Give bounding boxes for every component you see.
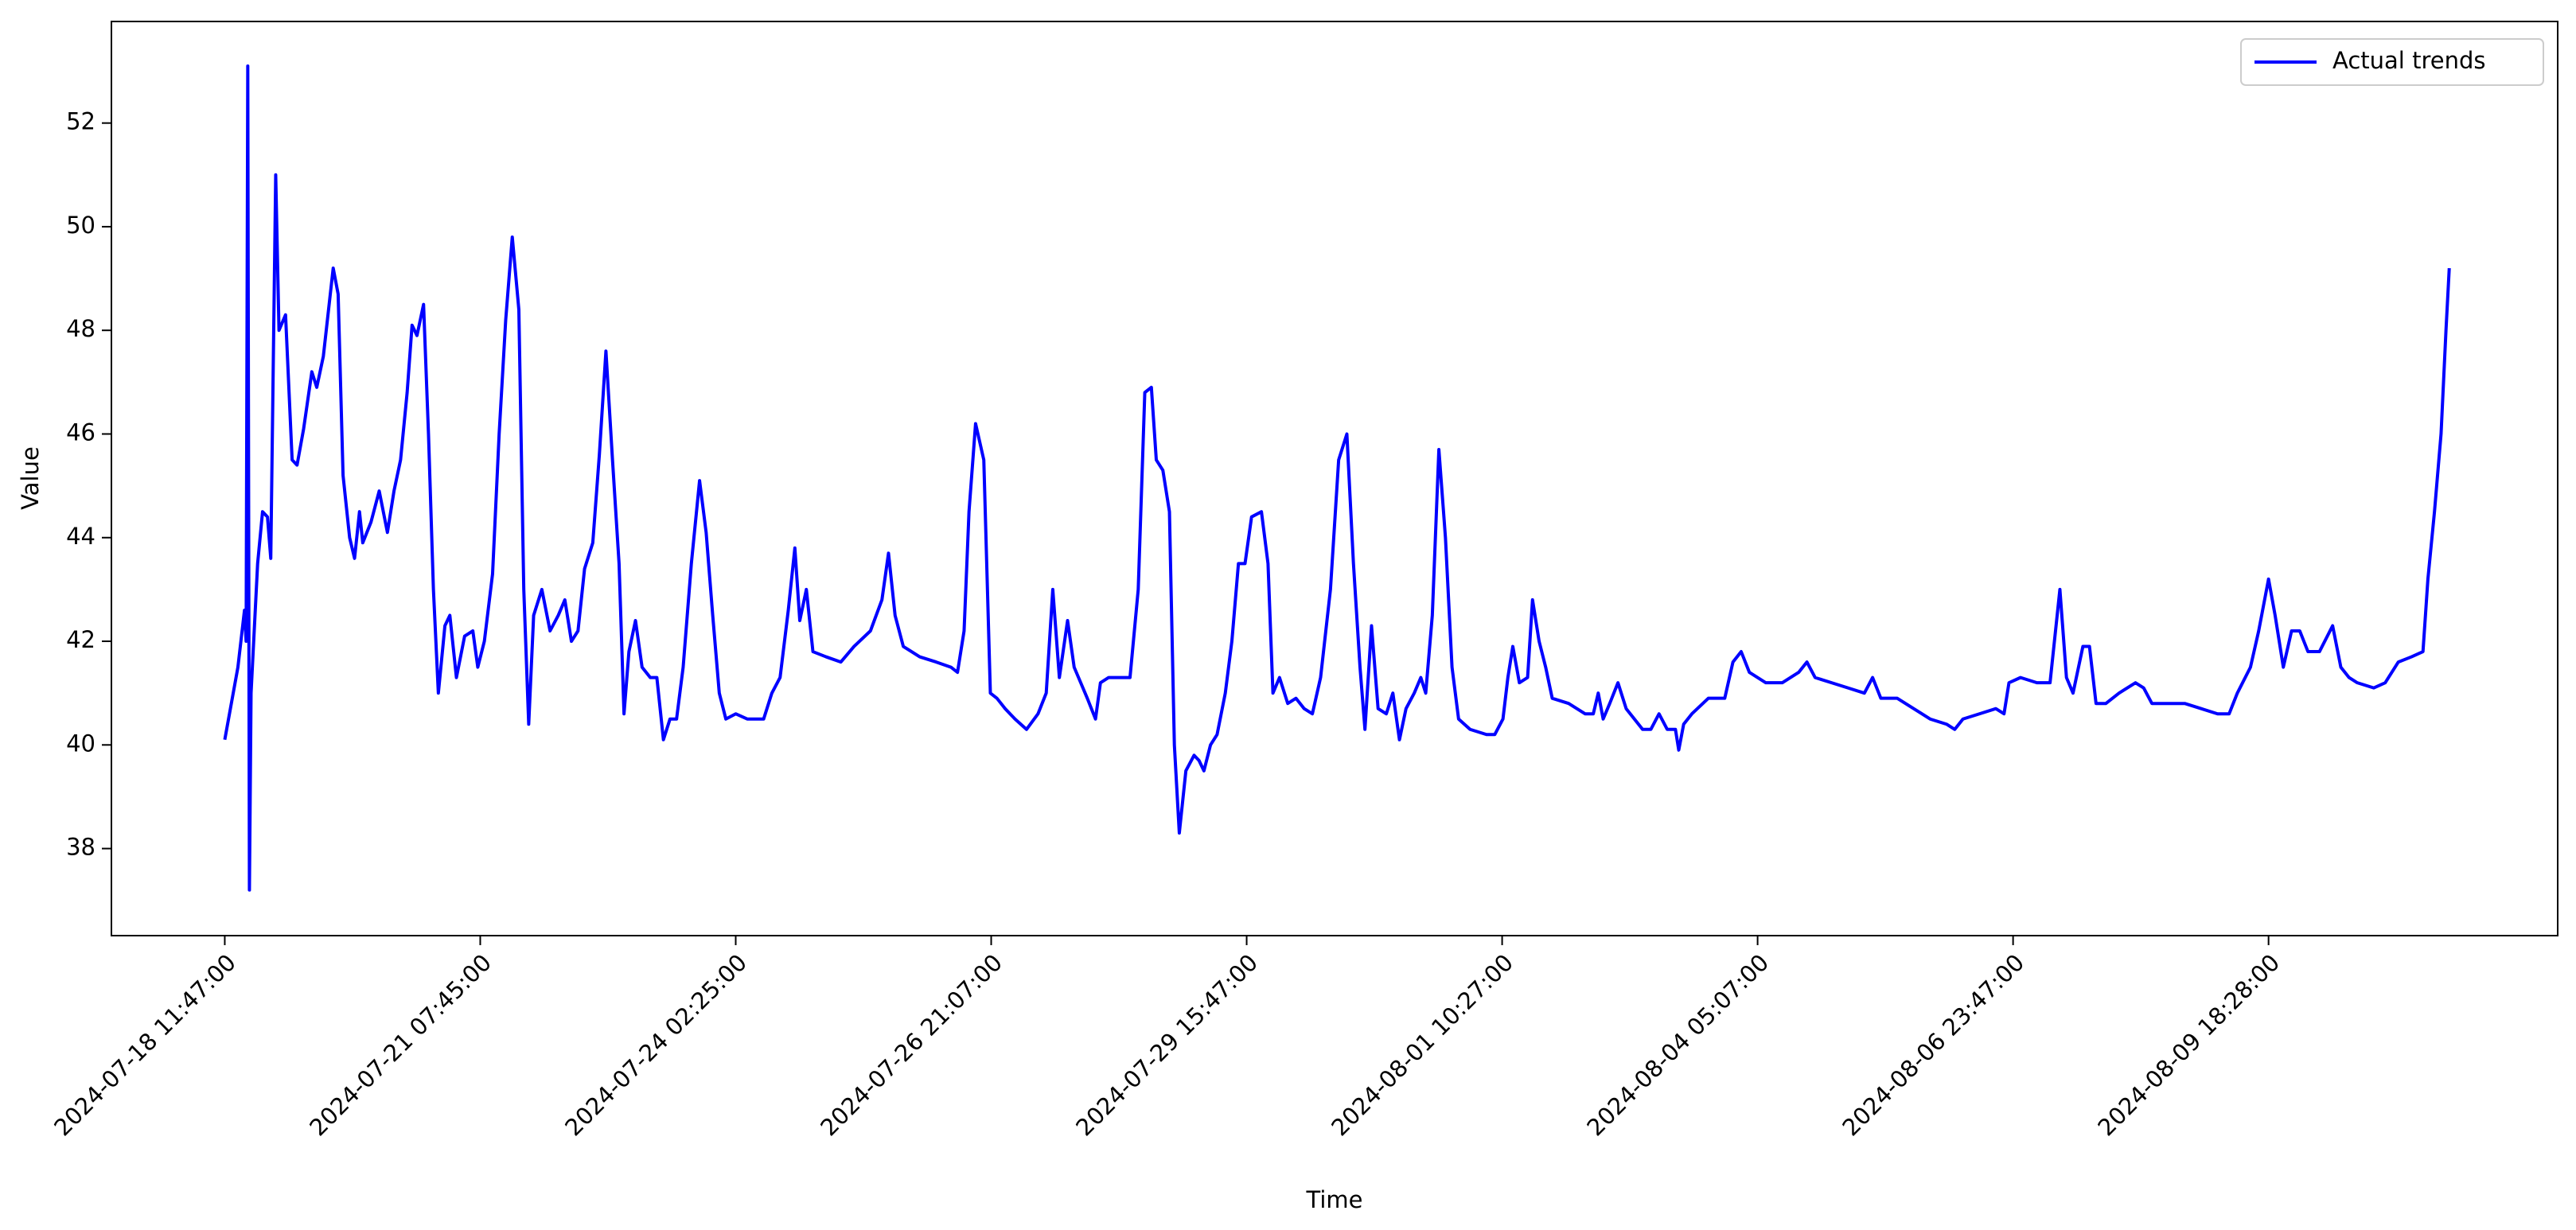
legend-label: Actual trends <box>2332 47 2485 74</box>
y-tick-label: 44 <box>66 523 95 550</box>
y-tick-label: 42 <box>66 626 95 653</box>
y-tick-label: 38 <box>66 834 95 861</box>
data-line <box>223 64 2451 892</box>
y-tick-label: 40 <box>66 730 95 757</box>
y-tick-label: 52 <box>66 108 95 135</box>
x-axis-label: Time <box>1306 1186 1363 1213</box>
y-tick-label: 48 <box>66 315 95 342</box>
y-axis-label: Value <box>17 446 44 510</box>
legend-box <box>2240 38 2544 86</box>
plot-frame <box>111 21 2558 936</box>
y-tick-label: 50 <box>66 212 95 239</box>
y-tick-label: 46 <box>66 418 95 446</box>
